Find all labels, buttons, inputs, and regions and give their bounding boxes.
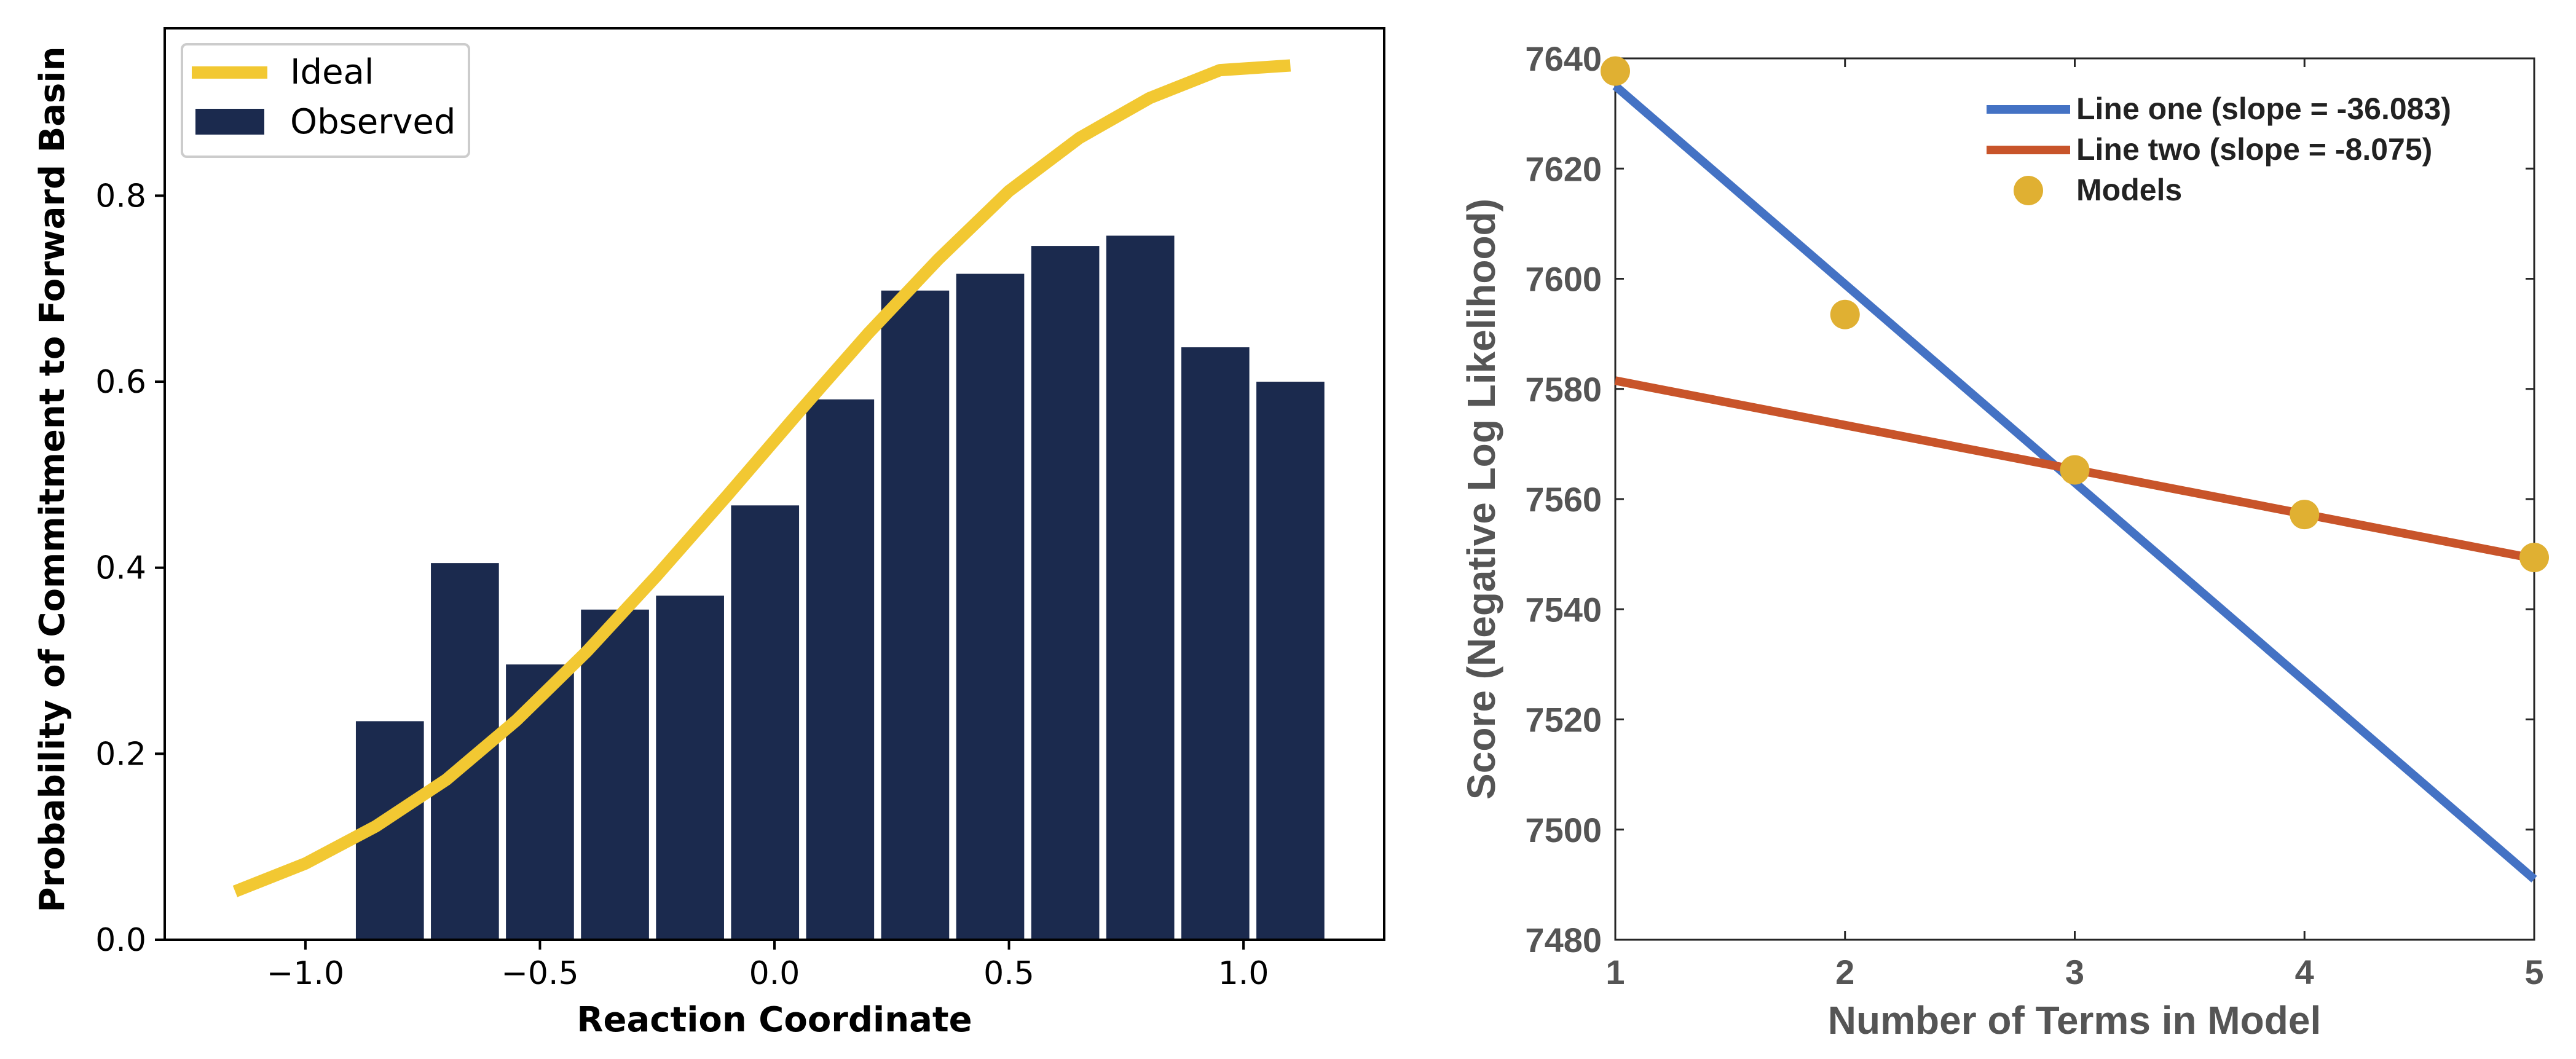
left-x-tick-label: −1.0 [267, 955, 344, 992]
left-x-tick-label: 0.0 [749, 955, 800, 992]
observed-bar [656, 596, 724, 940]
model-point [2060, 455, 2090, 485]
observed-bar [1256, 382, 1325, 940]
left-y-axis-label: Probability of Commitment to Forward Bas… [33, 47, 73, 913]
legend-line-one-label: Line one (slope = -36.083) [2076, 92, 2451, 126]
legend-models-label: Models [2076, 173, 2182, 207]
right-y-tick-labels: 7480 7500 7520 7540 7560 7580 7600 7620 7640 [1525, 39, 1602, 959]
legend-line-two-label: Line two (slope = -8.075) [2076, 132, 2432, 167]
left-x-ticks: −1.0 −0.5 0.0 0.5 1.0 [267, 940, 1269, 992]
right-x-tick-label: 5 [2524, 953, 2543, 991]
observed-bar [1106, 235, 1175, 940]
left-bars-group [355, 235, 1325, 940]
right-y-axis-label: Score (Negative Log Likelihood) [1459, 199, 1503, 800]
legend-models-swatch [2014, 176, 2043, 205]
right-y-tick-label: 7640 [1525, 39, 1602, 78]
left-x-tick-label: 0.5 [983, 955, 1034, 992]
right-x-axis-label: Number of Terms in Model [1828, 998, 2321, 1042]
legend-ideal-label: Ideal [290, 52, 374, 92]
right-y-tick-label: 7560 [1525, 480, 1602, 519]
right-y-tick-label: 7620 [1525, 149, 1602, 188]
right-y-tick-label: 7540 [1525, 590, 1602, 629]
model-point [1830, 299, 1860, 329]
left-x-axis-label: Reaction Coordinate [577, 1000, 972, 1040]
right-y-tick-label: 7480 [1525, 921, 1602, 959]
model-points-group [1601, 56, 2549, 573]
ideal-curve [232, 59, 1291, 897]
right-x-tick-label: 4 [2295, 953, 2314, 991]
observed-bar [731, 505, 800, 940]
right-x-tick-label: 3 [2065, 953, 2084, 991]
left-y-tick-label: 0.2 [95, 736, 146, 773]
observed-bar [956, 274, 1025, 940]
observed-bar [1181, 347, 1250, 940]
model-point [2290, 500, 2320, 530]
right-tick-marks [1614, 57, 2535, 941]
observed-bar [806, 399, 875, 940]
right-y-tick-label: 7500 [1525, 811, 1602, 849]
model-point [1601, 56, 1630, 86]
right-legend: Line one (slope = -36.083) Line two (slo… [1987, 92, 2451, 207]
left-y-tick-label: 0.6 [95, 364, 146, 401]
observed-bar [506, 664, 574, 940]
observed-bar [581, 609, 649, 940]
left-y-ticks: 0.0 0.2 0.4 0.6 0.8 [95, 178, 165, 959]
left-chart: −1.0 −0.5 0.0 0.5 1.0 0.0 0.2 0.4 0.6 0.8 Reacti… [33, 27, 1385, 1040]
right-x-tick-labels: 1 2 3 4 5 [1605, 953, 2543, 991]
left-y-tick-label: 0.8 [95, 178, 146, 215]
observed-bar [881, 290, 950, 940]
observed-bar [1031, 246, 1100, 940]
right-chart: 1 2 3 4 5 7480 7500 7520 7540 7560 7580 7600 7620 76… [1459, 39, 2549, 1042]
model-point [2519, 543, 2549, 573]
right-y-tick-label: 7520 [1525, 701, 1602, 739]
legend-observed-swatch [195, 109, 264, 135]
right-x-tick-label: 1 [1605, 953, 1625, 991]
left-x-tick-label: −0.5 [501, 955, 578, 992]
left-y-tick-label: 0.4 [95, 550, 146, 587]
left-legend: Ideal Observed [181, 43, 470, 158]
legend-observed-label: Observed [290, 102, 455, 142]
left-x-tick-label: 1.0 [1218, 955, 1269, 992]
right-y-tick-label: 7600 [1525, 260, 1602, 299]
left-y-tick-label: 0.0 [95, 922, 146, 959]
right-y-tick-label: 7580 [1525, 370, 1602, 409]
right-x-tick-label: 2 [1835, 953, 1854, 991]
